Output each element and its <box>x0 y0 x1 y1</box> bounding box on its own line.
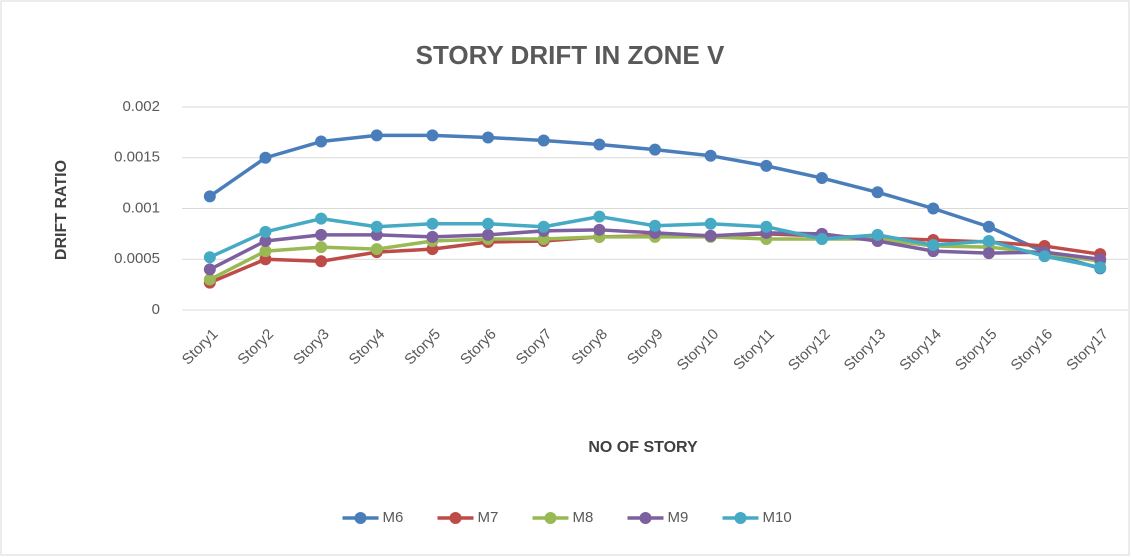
point <box>982 247 995 260</box>
point <box>537 220 550 233</box>
point <box>370 243 383 256</box>
point <box>815 172 828 185</box>
y-tick-label: 0.0015 <box>114 149 160 166</box>
point <box>649 143 661 156</box>
point <box>1094 261 1107 274</box>
point <box>315 228 328 241</box>
point <box>760 220 773 233</box>
point <box>593 223 606 236</box>
point <box>871 186 884 199</box>
point <box>203 251 216 264</box>
x-axis-title: NO OF STORY <box>588 439 698 456</box>
point <box>815 232 828 245</box>
legend-marker <box>449 512 462 524</box>
point <box>482 228 495 241</box>
point <box>259 151 272 164</box>
point <box>203 263 216 276</box>
legend-marker <box>639 512 652 524</box>
point <box>760 159 773 172</box>
legend-label: M6 <box>383 509 404 526</box>
point <box>426 230 439 243</box>
point <box>370 220 383 233</box>
y-tick-label: 0 <box>152 301 160 318</box>
legend-marker <box>544 512 557 524</box>
point <box>482 131 495 144</box>
legend-label: M10 <box>763 509 792 526</box>
point <box>593 210 606 223</box>
y-tick-label: 0.002 <box>122 98 160 115</box>
legend-label: M8 <box>573 509 594 526</box>
y-axis-title: DRIFT RATIO <box>53 160 70 260</box>
point <box>315 135 328 148</box>
point <box>927 202 940 215</box>
point <box>259 225 272 238</box>
point <box>259 234 272 247</box>
point <box>315 241 328 254</box>
y-tick-label: 0.0005 <box>114 250 160 267</box>
point <box>1038 250 1051 263</box>
legend-label: M7 <box>478 509 499 526</box>
point <box>649 219 661 232</box>
point <box>537 134 550 147</box>
legend-marker <box>734 512 747 524</box>
legend-label: M9 <box>668 509 689 526</box>
point <box>315 212 328 225</box>
point <box>203 190 216 203</box>
y-tick-label: 0.001 <box>122 199 160 216</box>
chart-title: STORY DRIFT IN ZONE V <box>416 40 725 70</box>
point <box>426 217 439 230</box>
point <box>259 245 272 258</box>
point <box>426 129 439 142</box>
point <box>704 149 717 162</box>
point <box>593 138 606 151</box>
point <box>982 234 995 247</box>
point <box>482 217 495 230</box>
point <box>370 129 383 142</box>
point <box>704 217 717 230</box>
point <box>927 239 940 252</box>
legend-marker <box>354 512 367 524</box>
point <box>704 229 717 242</box>
point <box>871 228 884 241</box>
point <box>203 273 216 286</box>
point <box>315 255 328 268</box>
point <box>982 220 995 233</box>
